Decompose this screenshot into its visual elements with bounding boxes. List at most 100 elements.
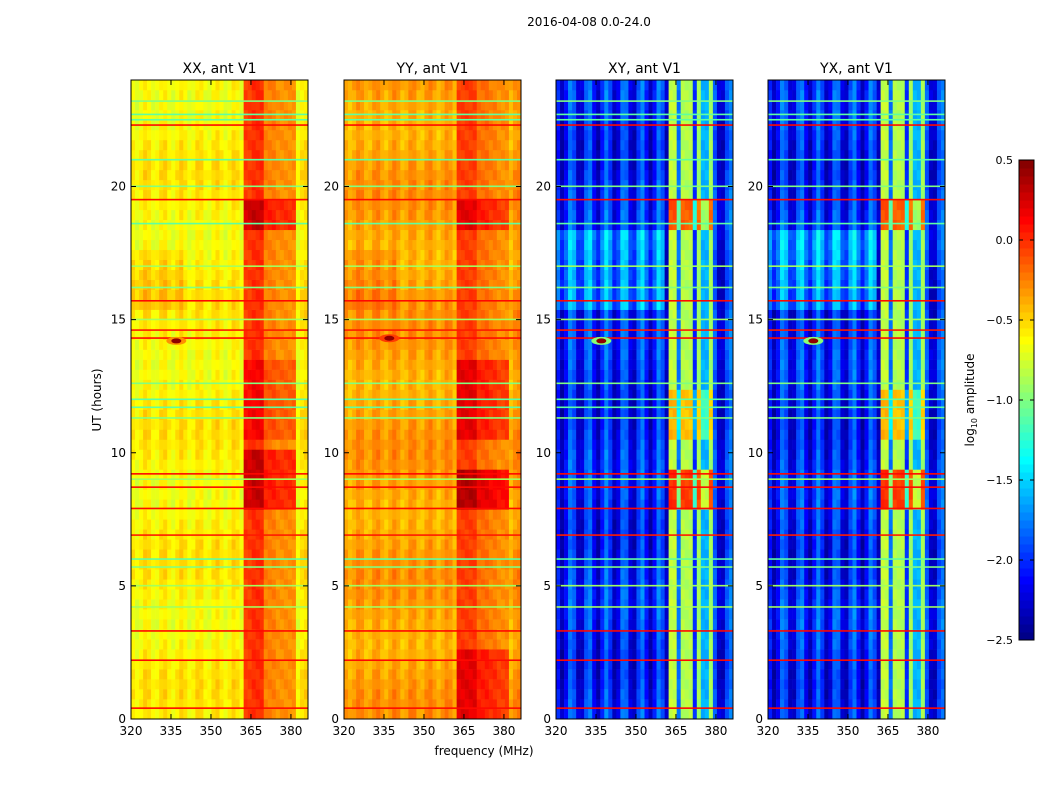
heatmap-cell [408,539,413,550]
heatmap-cell [400,659,405,670]
x-tick-label: 365 [240,724,263,738]
heatmap-cell [436,139,441,151]
heatmap-cell [392,639,397,650]
heatmap-cell [255,229,261,241]
heatmap-cell [151,389,156,400]
heatmap-cell [444,569,449,580]
heatmap-cell [392,659,397,670]
heatmap-cell [171,449,176,460]
heatmap-cell [167,549,172,560]
heatmap-cell [139,479,144,490]
heatmap-cell [151,569,156,580]
heatmap-cell [404,609,409,620]
heatmap-cell [259,89,265,101]
rfi-row [131,507,308,510]
heatmap-cell [432,89,437,101]
heatmap-cell [360,159,365,171]
heatmap-cell [223,699,228,710]
heatmap-cell [444,489,449,500]
heatmap-cell [235,309,240,320]
heatmap-cell [432,219,437,231]
heatmap-cell [364,669,369,680]
heatmap-cell [227,329,232,340]
heatmap-cell [199,369,204,380]
heatmap-cell [259,219,265,231]
heatmap-cell [275,569,281,580]
heatmap-cell [376,419,381,430]
heatmap-cell [195,599,200,610]
heatmap-cell [432,419,437,430]
heatmap-cell [251,389,256,400]
heatmap-cell [356,209,361,221]
heatmap-cell [400,449,405,460]
heatmap-cell [412,519,417,530]
heatmap-cell [368,239,373,251]
heatmap-cell [279,499,285,510]
heatmap-cell [271,239,277,251]
heatmap-cell [295,549,301,560]
heatmap-cell [255,569,261,580]
heatmap-cell [259,619,265,630]
heatmap-cell [432,369,437,380]
heatmap-cell [400,379,405,390]
heatmap-cell [247,649,252,660]
heatmap-cell [396,659,401,670]
heatmap-cell [203,139,208,151]
heatmap-cell [131,209,136,221]
heatmap-cell [151,379,156,390]
heatmap-cell [243,249,248,261]
heatmap-cell [267,319,273,330]
heatmap-cell [368,359,373,370]
heatmap-cell [444,639,449,650]
heatmap-cell [472,419,478,430]
heatmap-cell [299,179,305,191]
heatmap-cell [147,239,152,251]
heatmap-cell [215,479,220,490]
heatmap-cell [203,189,208,201]
heatmap-cell [412,399,417,410]
heatmap-cell [171,209,176,221]
heatmap-cell [179,129,184,141]
heatmap-cell [211,409,216,420]
heatmap-cell [219,549,224,560]
heatmap-cell [155,629,160,640]
heatmap-cell [380,229,385,241]
heatmap-cell [295,169,301,181]
heatmap-cell [396,249,401,261]
heatmap-cell [227,549,232,560]
heatmap-cell [440,319,445,330]
heatmap-cell [384,359,389,370]
rfi-row [131,707,308,709]
heatmap-cell [392,449,397,460]
heatmap-cell [368,489,373,500]
heatmap-cell [215,139,220,151]
heatmap-cell [376,659,381,670]
heatmap-cell [247,639,252,650]
heatmap-cell [183,559,188,570]
heatmap-cell [171,159,176,171]
heatmap-cell [227,479,232,490]
heatmap-cell [243,589,248,600]
heatmap-cell [159,379,164,390]
heatmap-cell [360,449,365,460]
heatmap-cell [396,80,401,91]
heatmap-cell [452,179,457,191]
heatmap-cell [235,569,240,580]
heatmap-cell [195,619,200,630]
heatmap-cell [416,80,421,91]
heatmap-cell [460,139,465,151]
heatmap-cell [211,679,216,690]
heatmap-cell [291,669,297,680]
heatmap-cell [456,539,461,550]
heatmap-cell [183,89,188,101]
heatmap-cell [231,99,236,111]
heatmap-cell [348,289,353,300]
heatmap-cell [155,169,160,181]
heatmap-cell [187,629,192,640]
heatmap-cell [195,199,200,211]
heatmap-cell [227,599,232,610]
heatmap-cell [199,419,204,430]
heatmap-cell [223,629,228,640]
heatmap-cell [195,169,200,181]
heatmap-cell [183,269,188,280]
